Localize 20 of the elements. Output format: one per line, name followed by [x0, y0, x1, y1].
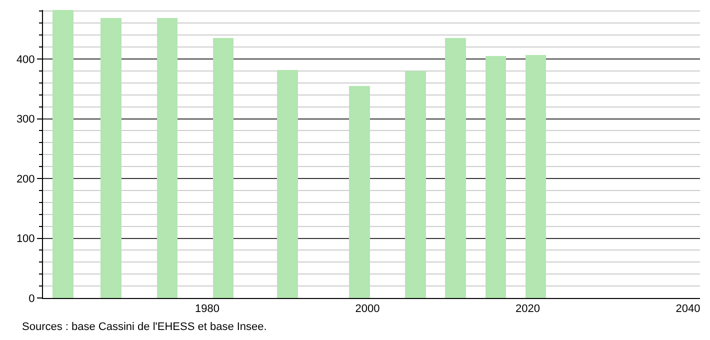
- bar: [525, 54, 546, 298]
- x-tick-label: 2040: [676, 303, 700, 316]
- source-note: Sources : base Cassini de l'EHESS et base Insee.: [22, 321, 267, 333]
- bar: [100, 18, 122, 298]
- bar: [445, 38, 466, 298]
- bar: [156, 18, 178, 298]
- bar: [52, 10, 74, 298]
- x-tick-label: 2020: [516, 303, 540, 316]
- y-tick-label: 100: [16, 233, 35, 246]
- x-tick-label: 1980: [195, 303, 220, 316]
- y-tick-label: 200: [16, 173, 35, 186]
- y-tick-label: 400: [16, 54, 35, 66]
- bar: [349, 86, 370, 298]
- x-tick-label: 2000: [355, 303, 380, 316]
- y-tick-label: 0: [28, 292, 35, 305]
- bar: [405, 70, 426, 298]
- bar: [212, 38, 234, 298]
- y-tick-label: 300: [16, 114, 35, 126]
- bar: [485, 56, 506, 298]
- bar: [276, 70, 298, 298]
